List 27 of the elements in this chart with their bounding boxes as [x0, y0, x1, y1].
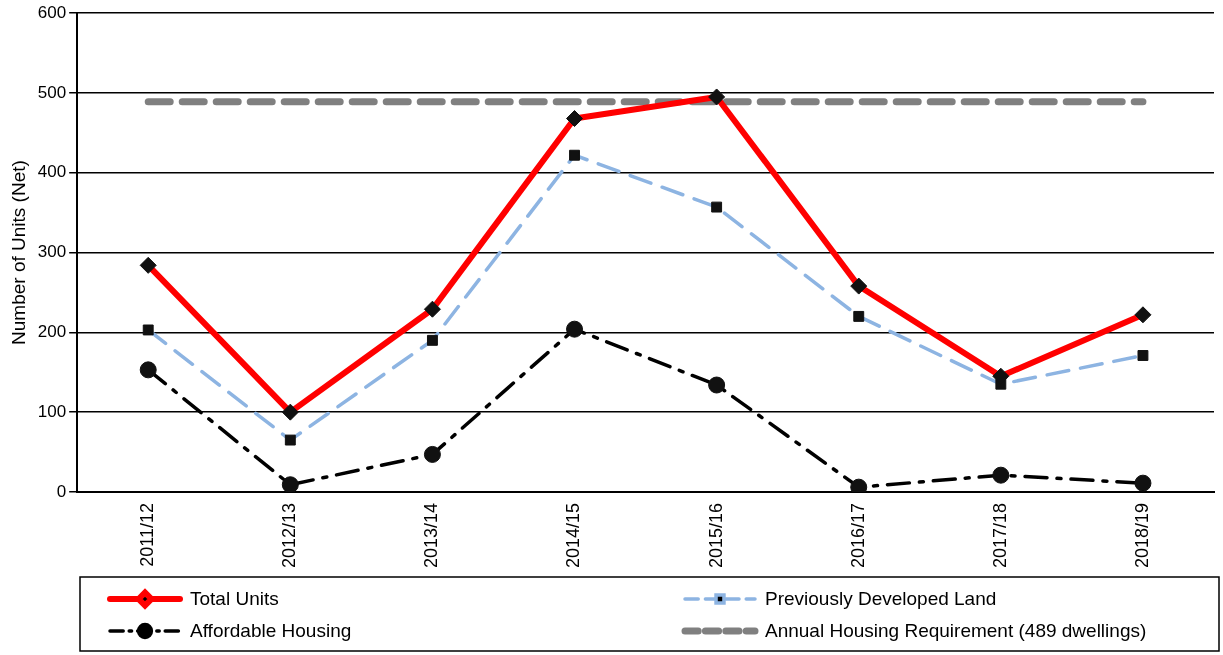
- x-tick-label: 2011/12: [137, 502, 158, 567]
- x-tick-label: 2013/14: [421, 502, 442, 569]
- y-tick-label: 300: [37, 242, 67, 262]
- point: [139, 361, 157, 379]
- point: [1134, 474, 1152, 492]
- y-tick-label: 500: [37, 82, 67, 102]
- point: [992, 466, 1010, 484]
- x-tick-label: 2017/18: [989, 502, 1010, 569]
- y-tick-label: 100: [37, 401, 67, 421]
- x-tick-label: 2018/19: [1131, 502, 1152, 569]
- y-tick-label: 200: [37, 322, 67, 342]
- x-tick-label: 2014/15: [563, 502, 584, 569]
- point: [281, 476, 299, 492]
- point: [708, 376, 726, 394]
- point: [566, 320, 584, 338]
- x-tick-label: 2015/16: [705, 502, 726, 569]
- x-tick-label: 2012/13: [279, 502, 300, 569]
- legend-label: Previously Developed Land: [765, 588, 997, 610]
- y-tick-label: 600: [37, 2, 67, 22]
- legend-label: Annual Housing Requirement (489 dwellings): [765, 620, 1147, 642]
- x-tick-label: 2016/17: [847, 502, 868, 569]
- point: [423, 445, 441, 463]
- y-axis-title: Number of Units (Net): [7, 160, 29, 345]
- y-tick-label: 400: [37, 162, 67, 182]
- legend-label: Affordable Housing: [190, 620, 352, 642]
- legend-label: Total Units: [190, 588, 279, 610]
- y-tick-label: 0: [56, 481, 67, 501]
